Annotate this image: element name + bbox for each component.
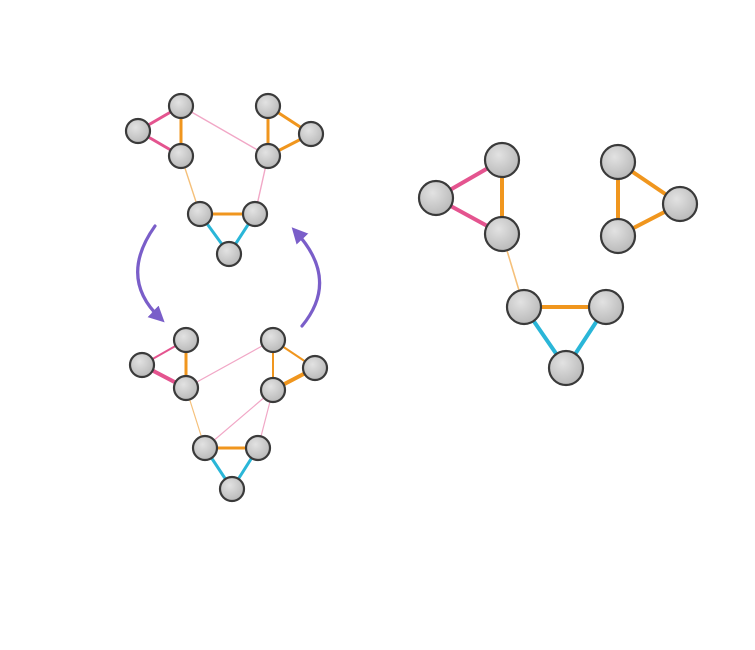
graph-node: [172, 326, 200, 354]
graph-node: [254, 92, 282, 120]
graph-node: [167, 92, 195, 120]
edge-inter: [180, 105, 269, 157]
graph-node: [259, 326, 287, 354]
left-bottom-graph: [128, 326, 329, 503]
graph-node: [254, 142, 282, 170]
graph-node: [417, 179, 455, 217]
graph-node: [505, 288, 543, 326]
graph-node: [167, 142, 195, 170]
edge-inter: [204, 389, 274, 449]
down-left-arrow: [136, 224, 165, 323]
graph-node: [599, 217, 637, 255]
graph-node: [124, 117, 152, 145]
up-right-arrow: [291, 227, 322, 328]
graph-node: [172, 374, 200, 402]
graph-node: [191, 434, 219, 462]
graph-node: [259, 376, 287, 404]
graph-node: [215, 240, 243, 268]
edge-inter: [185, 339, 274, 389]
graph-node: [483, 141, 521, 179]
graph-node: [547, 349, 585, 387]
graph-node: [244, 434, 272, 462]
right-graph: [417, 141, 699, 387]
graph-node: [297, 120, 325, 148]
graph-node: [599, 143, 637, 181]
graph-node: [186, 200, 214, 228]
graph-node: [241, 200, 269, 228]
graph-node: [587, 288, 625, 326]
left-top-graph: [124, 92, 325, 268]
graph-node: [661, 185, 699, 223]
graph-node: [218, 475, 246, 503]
graph-node: [128, 351, 156, 379]
graph-node: [483, 215, 521, 253]
graph-node: [301, 354, 329, 382]
